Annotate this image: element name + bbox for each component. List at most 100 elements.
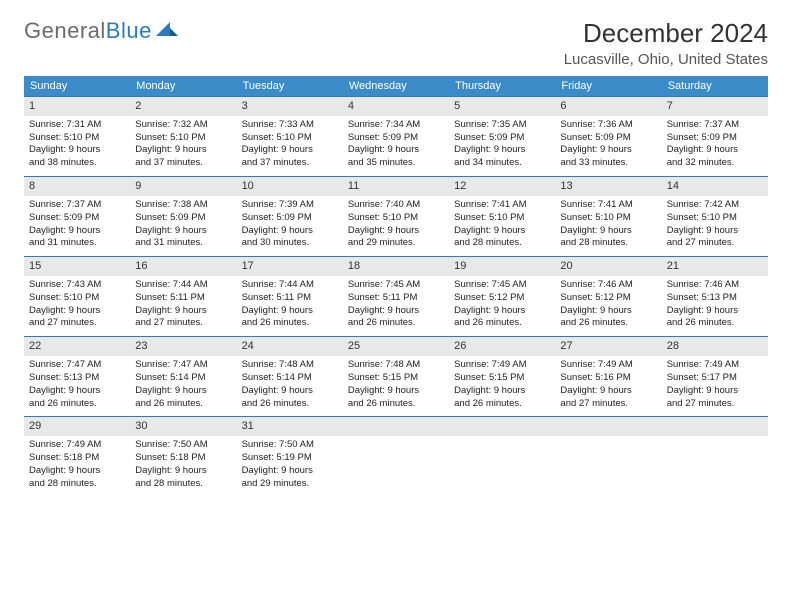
day-cell: 6Sunrise: 7:36 AMSunset: 5:09 PMDaylight… (555, 96, 661, 176)
sunset-text: Sunset: 5:11 PM (135, 292, 231, 305)
sunrise-text: Sunrise: 7:48 AM (242, 359, 338, 372)
day-body: Sunrise: 7:32 AMSunset: 5:10 PMDaylight:… (130, 116, 236, 176)
day-number: 7 (662, 96, 768, 116)
daylight-text: and 26 minutes. (348, 317, 444, 330)
daylight-text: and 26 minutes. (348, 398, 444, 411)
brand-part2: Blue (106, 18, 152, 43)
day-body: Sunrise: 7:45 AMSunset: 5:12 PMDaylight:… (449, 276, 555, 336)
day-header-sunday: Sunday (24, 76, 130, 96)
sunset-text: Sunset: 5:14 PM (242, 372, 338, 385)
daylight-text: and 33 minutes. (560, 157, 656, 170)
day-cell (662, 416, 768, 496)
day-body: Sunrise: 7:39 AMSunset: 5:09 PMDaylight:… (237, 196, 343, 256)
day-number: 17 (237, 256, 343, 276)
day-cell: 16Sunrise: 7:44 AMSunset: 5:11 PMDayligh… (130, 256, 236, 336)
daylight-text: Daylight: 9 hours (135, 225, 231, 238)
day-body: Sunrise: 7:49 AMSunset: 5:16 PMDaylight:… (555, 356, 661, 416)
sunrise-text: Sunrise: 7:49 AM (560, 359, 656, 372)
daylight-text: and 37 minutes. (135, 157, 231, 170)
daylight-text: Daylight: 9 hours (348, 385, 444, 398)
sunrise-text: Sunrise: 7:45 AM (348, 279, 444, 292)
day-body: Sunrise: 7:41 AMSunset: 5:10 PMDaylight:… (555, 196, 661, 256)
daylight-text: and 35 minutes. (348, 157, 444, 170)
daylight-text: Daylight: 9 hours (454, 385, 550, 398)
daylight-text: and 37 minutes. (242, 157, 338, 170)
week-row: 22Sunrise: 7:47 AMSunset: 5:13 PMDayligh… (24, 336, 768, 416)
day-number: 20 (555, 256, 661, 276)
day-number: 19 (449, 256, 555, 276)
day-number: 1 (24, 96, 130, 116)
sunset-text: Sunset: 5:15 PM (454, 372, 550, 385)
day-body: Sunrise: 7:38 AMSunset: 5:09 PMDaylight:… (130, 196, 236, 256)
day-number: 31 (237, 416, 343, 436)
daylight-text: Daylight: 9 hours (242, 225, 338, 238)
day-cell (449, 416, 555, 496)
daylight-text: and 28 minutes. (454, 237, 550, 250)
day-cell: 20Sunrise: 7:46 AMSunset: 5:12 PMDayligh… (555, 256, 661, 336)
day-cell (343, 416, 449, 496)
sunrise-text: Sunrise: 7:49 AM (454, 359, 550, 372)
daylight-text: Daylight: 9 hours (667, 225, 763, 238)
day-cell: 31Sunrise: 7:50 AMSunset: 5:19 PMDayligh… (237, 416, 343, 496)
day-body: Sunrise: 7:48 AMSunset: 5:14 PMDaylight:… (237, 356, 343, 416)
day-number: 4 (343, 96, 449, 116)
day-cell: 11Sunrise: 7:40 AMSunset: 5:10 PMDayligh… (343, 176, 449, 256)
day-body: Sunrise: 7:44 AMSunset: 5:11 PMDaylight:… (237, 276, 343, 336)
day-body: Sunrise: 7:43 AMSunset: 5:10 PMDaylight:… (24, 276, 130, 336)
day-number: 26 (449, 336, 555, 356)
day-body: Sunrise: 7:36 AMSunset: 5:09 PMDaylight:… (555, 116, 661, 176)
daylight-text: and 28 minutes. (560, 237, 656, 250)
day-cell: 14Sunrise: 7:42 AMSunset: 5:10 PMDayligh… (662, 176, 768, 256)
daylight-text: Daylight: 9 hours (135, 305, 231, 318)
sunset-text: Sunset: 5:09 PM (135, 212, 231, 225)
day-number: 10 (237, 176, 343, 196)
daylight-text: Daylight: 9 hours (348, 305, 444, 318)
header: GeneralBlue December 2024 Lucasville, Oh… (24, 18, 768, 68)
day-body: Sunrise: 7:35 AMSunset: 5:09 PMDaylight:… (449, 116, 555, 176)
day-body: Sunrise: 7:44 AMSunset: 5:11 PMDaylight:… (130, 276, 236, 336)
daylight-text: and 26 minutes. (242, 398, 338, 411)
daylight-text: and 29 minutes. (348, 237, 444, 250)
location-text: Lucasville, Ohio, United States (564, 51, 768, 68)
sunset-text: Sunset: 5:12 PM (454, 292, 550, 305)
sunrise-text: Sunrise: 7:44 AM (135, 279, 231, 292)
sunrise-text: Sunrise: 7:44 AM (242, 279, 338, 292)
daylight-text: and 26 minutes. (454, 398, 550, 411)
brand-logo: GeneralBlue (24, 18, 178, 44)
sunset-text: Sunset: 5:12 PM (560, 292, 656, 305)
day-cell: 9Sunrise: 7:38 AMSunset: 5:09 PMDaylight… (130, 176, 236, 256)
day-number: 13 (555, 176, 661, 196)
sunrise-text: Sunrise: 7:43 AM (29, 279, 125, 292)
day-body: Sunrise: 7:49 AMSunset: 5:17 PMDaylight:… (662, 356, 768, 416)
sunset-text: Sunset: 5:09 PM (242, 212, 338, 225)
page-title: December 2024 (564, 18, 768, 49)
day-body: Sunrise: 7:37 AMSunset: 5:09 PMDaylight:… (662, 116, 768, 176)
daylight-text: and 27 minutes. (560, 398, 656, 411)
daylight-text: Daylight: 9 hours (135, 465, 231, 478)
day-cell: 17Sunrise: 7:44 AMSunset: 5:11 PMDayligh… (237, 256, 343, 336)
sunrise-text: Sunrise: 7:49 AM (667, 359, 763, 372)
daylight-text: and 32 minutes. (667, 157, 763, 170)
daylight-text: and 27 minutes. (667, 237, 763, 250)
sunset-text: Sunset: 5:16 PM (560, 372, 656, 385)
daylight-text: Daylight: 9 hours (242, 465, 338, 478)
daylight-text: and 31 minutes. (135, 237, 231, 250)
sunset-text: Sunset: 5:10 PM (560, 212, 656, 225)
day-number: 29 (24, 416, 130, 436)
daylight-text: Daylight: 9 hours (242, 385, 338, 398)
calendar-page: GeneralBlue December 2024 Lucasville, Oh… (0, 0, 792, 514)
sunrise-text: Sunrise: 7:33 AM (242, 119, 338, 132)
day-number: 14 (662, 176, 768, 196)
day-body: Sunrise: 7:48 AMSunset: 5:15 PMDaylight:… (343, 356, 449, 416)
day-body: Sunrise: 7:49 AMSunset: 5:15 PMDaylight:… (449, 356, 555, 416)
day-number: 11 (343, 176, 449, 196)
day-number: 9 (130, 176, 236, 196)
empty-day-header (449, 416, 555, 436)
sunset-text: Sunset: 5:09 PM (29, 212, 125, 225)
day-body: Sunrise: 7:42 AMSunset: 5:10 PMDaylight:… (662, 196, 768, 256)
sunset-text: Sunset: 5:10 PM (667, 212, 763, 225)
empty-day-body (449, 436, 555, 484)
daylight-text: Daylight: 9 hours (29, 225, 125, 238)
daylight-text: Daylight: 9 hours (29, 385, 125, 398)
day-body: Sunrise: 7:37 AMSunset: 5:09 PMDaylight:… (24, 196, 130, 256)
